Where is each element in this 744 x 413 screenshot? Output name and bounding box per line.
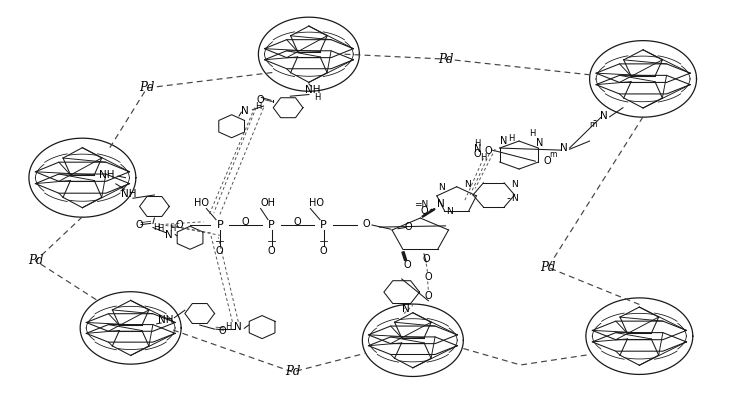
Text: H: H [157, 224, 164, 233]
Text: Pd: Pd [28, 254, 43, 267]
Text: NH: NH [121, 189, 137, 199]
Text: P: P [269, 220, 275, 230]
Text: H: H [169, 224, 175, 233]
Text: m: m [549, 150, 557, 159]
Text: N: N [511, 180, 518, 189]
Text: Pd: Pd [438, 52, 454, 66]
Text: NH: NH [305, 85, 321, 95]
Text: OH: OH [260, 198, 275, 208]
Text: HO: HO [193, 198, 209, 208]
Text: H: H [153, 223, 159, 233]
Text: P: P [217, 220, 223, 230]
Text: O: O [320, 246, 327, 256]
Text: N: N [536, 138, 544, 148]
Text: O: O [268, 246, 275, 256]
Text: N: N [234, 322, 243, 332]
Text: O: O [484, 146, 492, 156]
Text: O: O [216, 246, 224, 256]
Text: O: O [135, 221, 144, 230]
Text: N: N [165, 230, 173, 240]
Text: O: O [403, 260, 411, 270]
Text: H: H [225, 322, 231, 331]
Text: H: H [255, 102, 262, 111]
Text: N: N [464, 180, 471, 189]
Text: O: O [474, 149, 481, 159]
Text: N: N [438, 183, 445, 192]
Text: N: N [446, 207, 452, 216]
Text: Pd: Pd [139, 81, 155, 95]
Text: N: N [402, 304, 409, 314]
Text: H: H [508, 134, 515, 143]
Text: H: H [474, 139, 481, 148]
Text: O: O [218, 326, 226, 336]
Text: N: N [474, 144, 481, 154]
Text: O: O [421, 206, 429, 216]
Text: N: N [559, 143, 568, 153]
Text: Pd: Pd [540, 261, 556, 274]
Text: N: N [511, 194, 518, 203]
Text: H: H [314, 93, 320, 102]
Text: NH: NH [99, 170, 115, 180]
Text: O: O [423, 254, 430, 264]
Text: H: H [480, 153, 487, 161]
Text: O: O [242, 217, 249, 227]
Text: O: O [256, 95, 263, 105]
Text: O: O [362, 219, 370, 229]
Text: O: O [543, 156, 551, 166]
Text: N: N [241, 106, 249, 116]
Text: H: H [529, 129, 536, 138]
Text: P: P [321, 220, 327, 230]
Text: NH: NH [158, 315, 173, 325]
Text: O: O [294, 217, 301, 227]
Text: N: N [437, 199, 445, 209]
Text: -: - [507, 193, 510, 203]
Text: O: O [425, 291, 432, 301]
Text: =N: =N [414, 199, 429, 209]
Text: N: N [501, 136, 508, 147]
Text: N: N [600, 111, 608, 121]
Text: HO: HO [309, 198, 324, 208]
Text: O: O [425, 272, 432, 282]
Text: Pd: Pd [285, 366, 301, 378]
Text: O: O [405, 222, 412, 232]
Text: -: - [593, 115, 597, 125]
Text: O: O [175, 220, 182, 230]
Text: m: m [589, 120, 596, 129]
